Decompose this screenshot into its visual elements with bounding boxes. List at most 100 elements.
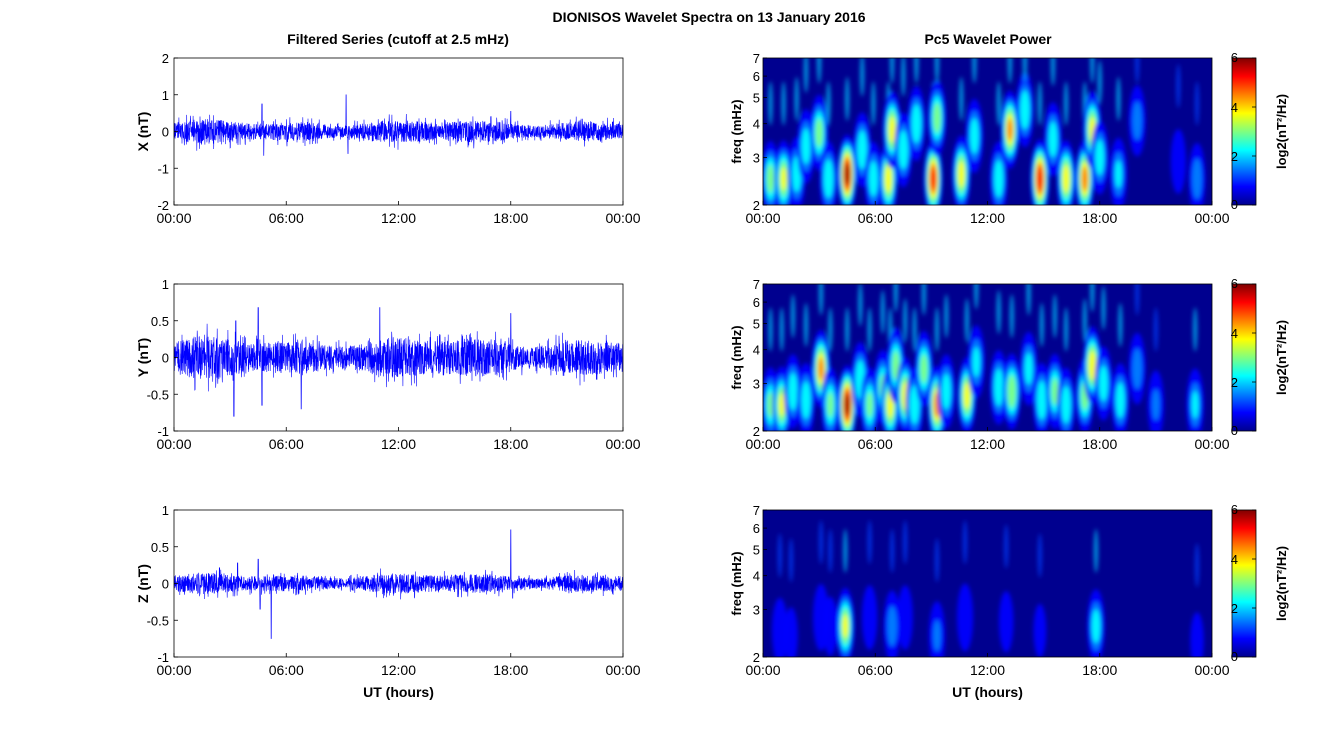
burst-streak bbox=[803, 58, 809, 93]
spectrogram-panel-y: 2 3 4 5 6 7 00:00 06:00 12:00 18:00 00:00 freq (mHz… bbox=[729, 276, 1289, 452]
x-tick-label: 18:00 bbox=[493, 436, 528, 452]
burst-contour bbox=[911, 104, 922, 143]
burst-contour bbox=[887, 605, 897, 647]
wavelet-burst bbox=[1186, 307, 1204, 431]
y-tick-label: 0 bbox=[162, 125, 169, 140]
burst-contour bbox=[1081, 166, 1088, 192]
colorbar: 0 2 4 6 log2(nT²/Hz) bbox=[1231, 276, 1289, 438]
wavelet-burst bbox=[1032, 302, 1051, 431]
wavelet-burst bbox=[837, 307, 857, 431]
burst-contour bbox=[1024, 352, 1033, 385]
colorbar: 0 2 4 6 log2(nT²/Hz) bbox=[1231, 50, 1289, 212]
burst-streak bbox=[1101, 286, 1106, 331]
timeseries-panel-z: -1 -0.5 0 0.5 1 00:00 06:00 12:00 18:00 00:00 Z (n… bbox=[135, 503, 641, 700]
burst-contour bbox=[857, 130, 867, 170]
wavelet-burst bbox=[967, 284, 985, 399]
y-axis-label: freq (mHz) bbox=[729, 551, 744, 615]
burst-contour bbox=[815, 118, 823, 148]
burst-contour bbox=[994, 368, 1004, 407]
burst-streak bbox=[912, 307, 917, 352]
y-tick-label: -1 bbox=[157, 424, 169, 439]
wavelet-burst bbox=[998, 524, 1014, 653]
y-axis-label: Z (nT) bbox=[135, 564, 151, 603]
burst-contour bbox=[884, 165, 892, 193]
burst-contour bbox=[942, 373, 951, 410]
wavelet-burst bbox=[1147, 307, 1165, 431]
colorbar-tick-label: 6 bbox=[1231, 276, 1238, 291]
wavelet-burst bbox=[1170, 64, 1187, 194]
burst-streak bbox=[1176, 64, 1181, 109]
burst-streak bbox=[788, 538, 794, 583]
burst-contour bbox=[892, 351, 900, 380]
wavelet-burst bbox=[965, 58, 984, 174]
x-tick-label: 00:00 bbox=[745, 436, 780, 452]
x-tick-label: 18:00 bbox=[493, 210, 528, 226]
burst-contour bbox=[778, 393, 785, 417]
colorbar-tick-label: 2 bbox=[1231, 375, 1238, 390]
burst-streak bbox=[858, 284, 863, 327]
burst-streak bbox=[1026, 284, 1031, 316]
y-axis-label: freq (mHz) bbox=[729, 99, 744, 163]
spectrogram-bursts bbox=[763, 284, 1204, 431]
wavelet-burst bbox=[784, 538, 798, 657]
burst-streak bbox=[818, 520, 824, 565]
wavelet-burst bbox=[864, 81, 883, 205]
wavelet-burst bbox=[821, 307, 840, 431]
burst-streak bbox=[1134, 58, 1140, 84]
burst-streak bbox=[768, 81, 773, 126]
burst-streak bbox=[1134, 284, 1140, 316]
burst-streak bbox=[1082, 298, 1087, 343]
y-tick-label: 5 bbox=[753, 316, 760, 331]
burst-streak bbox=[867, 307, 872, 352]
burst-streak bbox=[794, 76, 799, 121]
burst-contour bbox=[771, 597, 788, 657]
burst-contour bbox=[780, 167, 787, 191]
burst-streak bbox=[768, 307, 773, 352]
spectrogram-panel-x: 2 3 4 5 6 7 00:00 06:00 12:00 18:00 00:00 freq (mHz… bbox=[729, 50, 1289, 226]
burst-streak bbox=[1063, 307, 1069, 352]
burst-streak bbox=[959, 76, 964, 121]
wavelet-burst bbox=[797, 58, 815, 184]
wavelet-burst bbox=[1000, 58, 1020, 169]
burst-streak bbox=[1004, 524, 1009, 569]
y-tick-label: 3 bbox=[753, 602, 760, 617]
wavelet-burst bbox=[928, 538, 946, 657]
burst-streak bbox=[790, 294, 796, 339]
burst-contour bbox=[994, 160, 1004, 198]
right-column-title: Pc5 Wavelet Power bbox=[924, 31, 1052, 47]
x-tick-label: 06:00 bbox=[269, 436, 304, 452]
burst-streak bbox=[902, 520, 908, 565]
burst-contour bbox=[1036, 166, 1043, 192]
x-tick-label: 12:00 bbox=[970, 210, 1005, 226]
colorbar-tick-label: 0 bbox=[1231, 197, 1238, 212]
wavelet-burst bbox=[1128, 58, 1146, 157]
burst-streak bbox=[1050, 58, 1056, 87]
wavelet-burst bbox=[1019, 284, 1038, 406]
burst-streak bbox=[844, 307, 850, 352]
trace-line-y bbox=[174, 307, 623, 417]
burst-streak bbox=[777, 533, 783, 578]
x-tick-label: 06:00 bbox=[858, 436, 893, 452]
wavelet-burst bbox=[989, 290, 1008, 425]
burst-contour bbox=[1020, 90, 1030, 130]
burst-streak bbox=[1037, 81, 1043, 126]
burst-streak bbox=[934, 307, 940, 352]
wavelet-burst bbox=[1128, 284, 1146, 405]
burst-streak bbox=[934, 538, 940, 583]
burst-contour bbox=[1051, 378, 1059, 405]
wavelet-burst bbox=[1109, 76, 1128, 205]
burst-contour bbox=[1033, 603, 1047, 657]
y-axis-label: X (nT) bbox=[135, 112, 151, 152]
x-tick-label: 12:00 bbox=[381, 210, 416, 226]
y-tick-label: 6 bbox=[753, 295, 760, 310]
burst-streak bbox=[779, 307, 784, 352]
colorbar-label: log2(nT²/Hz) bbox=[1274, 320, 1289, 395]
y-tick-label: 3 bbox=[753, 376, 760, 391]
y-tick-label: 5 bbox=[753, 90, 760, 105]
burst-streak bbox=[880, 290, 885, 335]
colorbar-gradient bbox=[1231, 57, 1257, 206]
burst-contour bbox=[897, 585, 913, 650]
wavelet-burst bbox=[797, 302, 815, 431]
burst-streak bbox=[889, 528, 895, 573]
burst-streak bbox=[1194, 543, 1200, 588]
